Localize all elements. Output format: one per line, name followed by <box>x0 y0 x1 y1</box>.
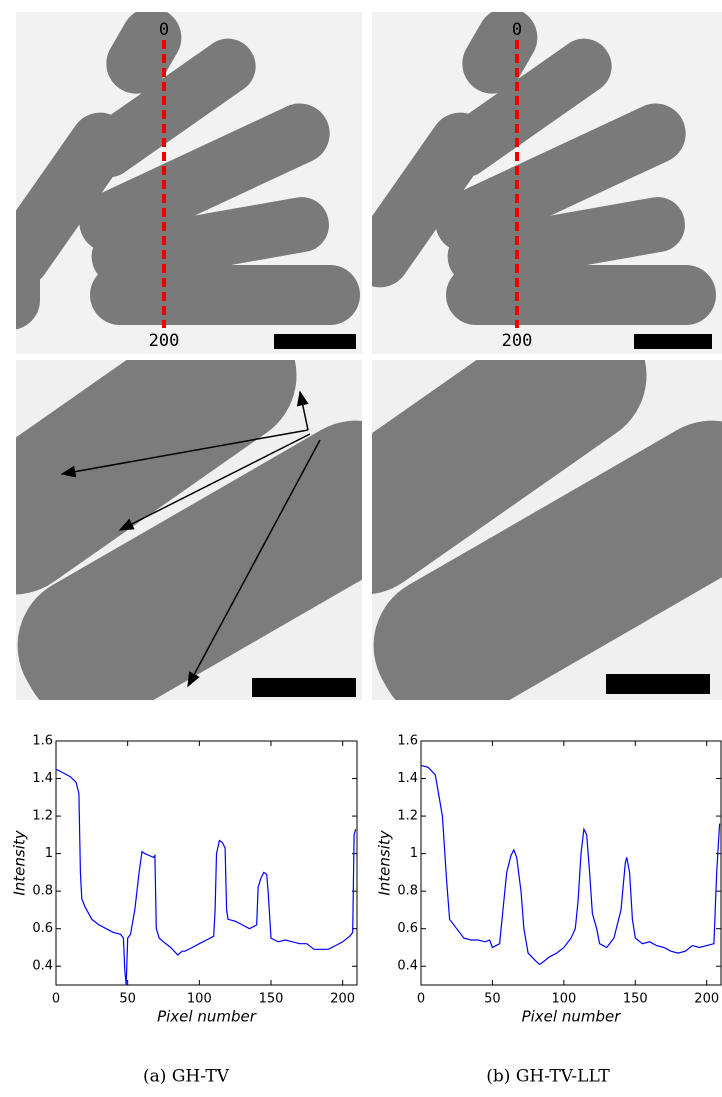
profile-end-label: 200 <box>502 331 533 351</box>
y-tick-label: 1.6 <box>32 734 53 749</box>
plot-frame <box>420 740 722 986</box>
y-tick-label: 1 <box>45 846 53 861</box>
y-tick-label: 0.4 <box>397 959 418 974</box>
y-axis-label: Intensity <box>376 829 394 895</box>
y-tick-label: 1.4 <box>32 771 53 786</box>
x-tick-label: 150 <box>259 992 284 1007</box>
y-tick-label: 1.2 <box>397 809 418 824</box>
x-tick-label: 200 <box>694 992 719 1007</box>
caption: (b) GH-TV-LLT <box>486 1067 610 1087</box>
image-panel <box>372 12 722 354</box>
image-panel <box>16 12 362 354</box>
image-panel <box>16 360 362 700</box>
x-tick-label: 100 <box>187 992 212 1007</box>
image-panel <box>372 360 722 700</box>
caption: (a) GH-TV <box>143 1067 230 1087</box>
y-axis-label: Intensity <box>11 829 29 895</box>
y-tick-label: 0.8 <box>32 884 53 899</box>
y-tick-label: 0.8 <box>397 884 418 899</box>
profile-start-label: 0 <box>512 20 522 40</box>
line <box>420 764 721 966</box>
plot-frame <box>55 740 358 986</box>
x-tick-label: 0 <box>417 992 425 1007</box>
x-tick-label: 150 <box>623 992 648 1007</box>
x-axis-label: Pixel number <box>522 1008 622 1026</box>
x-axis-label: Pixel number <box>157 1008 257 1026</box>
y-tick-label: 0.6 <box>32 921 53 936</box>
x-tick-label: 100 <box>551 992 576 1007</box>
x-tick-label: 200 <box>330 992 355 1007</box>
x-tick-label: 50 <box>484 992 501 1007</box>
profile-start-label: 0 <box>159 20 169 40</box>
x-tick-label: 0 <box>52 992 60 1007</box>
profile-end-label: 200 <box>149 331 180 351</box>
y-tick-label: 0.6 <box>397 921 418 936</box>
line <box>55 768 357 986</box>
y-tick-label: 1.4 <box>397 771 418 786</box>
y-tick-label: 1 <box>410 846 418 861</box>
x-tick-label: 50 <box>119 992 136 1007</box>
y-tick-label: 1.6 <box>397 734 418 749</box>
y-tick-label: 1.2 <box>32 809 53 824</box>
y-tick-label: 0.4 <box>32 959 53 974</box>
